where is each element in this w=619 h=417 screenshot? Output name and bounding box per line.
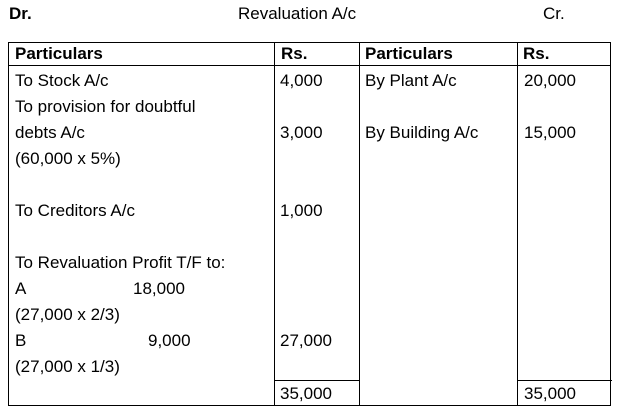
credit-entry-building: By Building A/c xyxy=(365,123,479,142)
debit-entry-revaluation-profit: To Revaluation Profit T/F to: xyxy=(15,253,226,272)
credit-total-rule xyxy=(517,380,612,381)
debit-amount-provision: 3,000 xyxy=(280,123,323,142)
credit-side-label: Cr. xyxy=(543,4,565,23)
debit-entry-provision-line2: debts A/c xyxy=(15,123,85,142)
debit-amount-creditors: 1,000 xyxy=(280,201,323,220)
credit-entry-plant: By Plant A/c xyxy=(365,71,457,90)
column-header-particulars-debit: Particulars xyxy=(15,44,103,63)
partner-b-share: 9,000 xyxy=(148,331,191,350)
debit-total: 35,000 xyxy=(280,384,332,403)
revaluation-ledger-table: Particulars Rs. Particulars Rs. To Stock… xyxy=(8,42,612,406)
debit-amount-revaluation-profit: 27,000 xyxy=(280,331,332,350)
partner-a-share: 18,000 xyxy=(133,279,185,298)
partner-b-name: B xyxy=(15,331,27,350)
credit-amount-plant: 20,000 xyxy=(524,71,576,90)
debit-entry-creditors: To Creditors A/c xyxy=(15,201,135,220)
partner-b-calc: (27,000 x 1/3) xyxy=(15,357,120,376)
column-header-particulars-credit: Particulars xyxy=(365,44,453,63)
column-divider xyxy=(274,43,275,405)
debit-amount-stock: 4,000 xyxy=(280,71,323,90)
debit-total-rule xyxy=(274,380,359,381)
debit-entry-provision-line1: To provision for doubtful xyxy=(15,97,196,116)
debit-side-label: Dr. xyxy=(9,4,32,23)
partner-a-calc: (27,000 x 2/3) xyxy=(15,305,120,324)
column-divider xyxy=(517,43,518,405)
credit-total: 35,000 xyxy=(524,384,576,403)
column-header-rs-debit: Rs. xyxy=(281,44,308,63)
debit-entry-stock: To Stock A/c xyxy=(15,71,109,90)
column-header-rs-credit: Rs. xyxy=(523,44,550,63)
header-row-divider xyxy=(9,65,610,66)
debit-entry-provision-calc: (60,000 x 5%) xyxy=(15,149,121,168)
account-title: Revaluation A/c xyxy=(238,4,357,23)
credit-amount-building: 15,000 xyxy=(524,123,576,142)
column-divider xyxy=(359,43,360,405)
partner-a-name: A xyxy=(15,279,27,298)
